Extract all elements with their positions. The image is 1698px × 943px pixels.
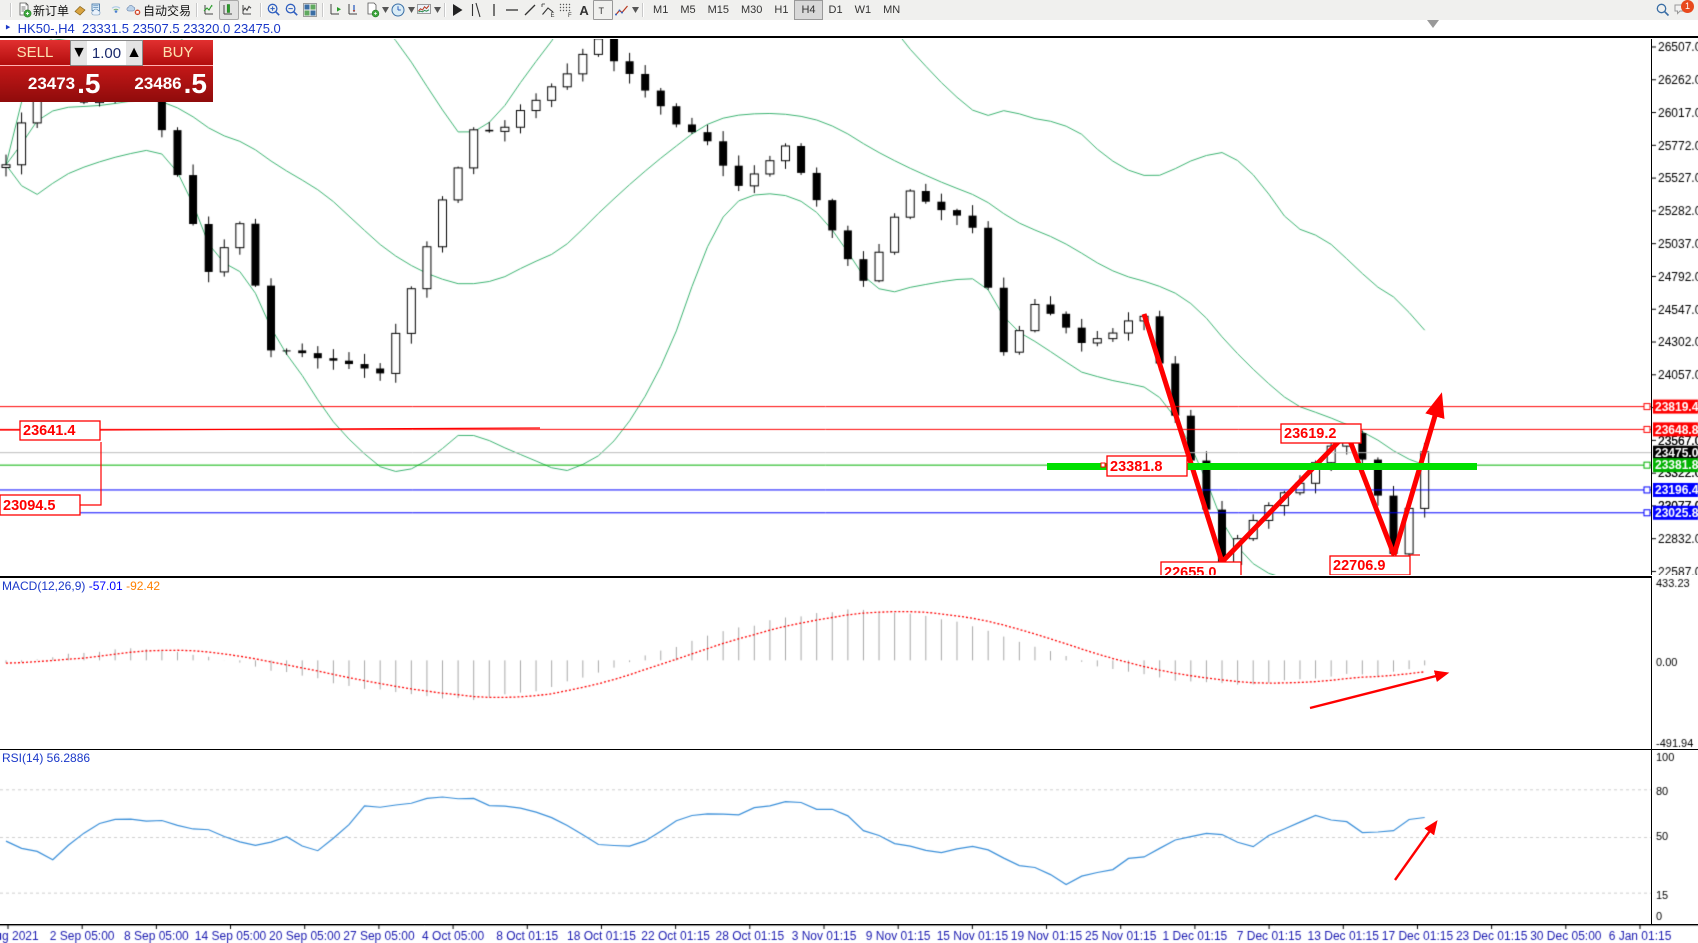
svg-text:F: F [568, 13, 572, 18]
svg-text:23619.2: 23619.2 [1284, 426, 1336, 442]
svg-text:23094.5: 23094.5 [3, 498, 55, 514]
svg-text:23641.4: 23641.4 [23, 423, 75, 439]
svg-text:23381.8: 23381.8 [1110, 459, 1162, 475]
svg-text:T: T [599, 6, 605, 16]
svg-text:E: E [551, 13, 555, 18]
svg-text:22706.9: 22706.9 [1333, 558, 1385, 574]
svg-text:22655.0: 22655.0 [1164, 565, 1216, 575]
